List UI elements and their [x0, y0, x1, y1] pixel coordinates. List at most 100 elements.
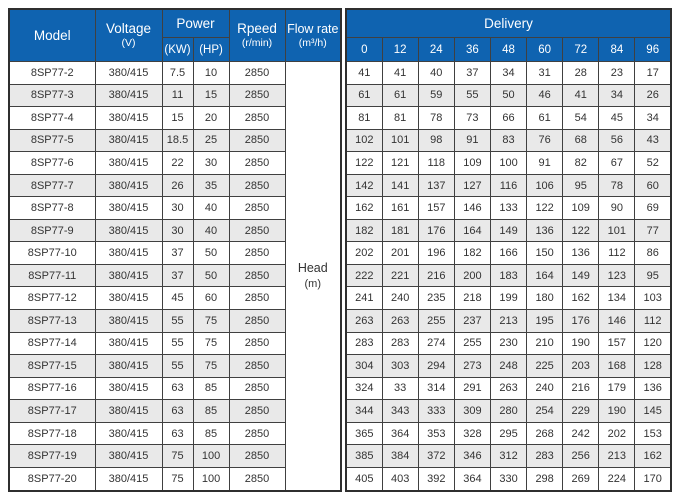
head-value-cell: 222: [345, 263, 383, 288]
head-value-cell: 56: [598, 128, 636, 153]
delivery-row: 81 81 78 73 66 61 54 45 34: [345, 106, 672, 130]
spec-table-header: Model Voltage (V) Power Rpeed (r/min) Fl…: [8, 8, 342, 62]
voltage-header-label: Voltage: [105, 20, 152, 36]
head-value-cell: 81: [345, 106, 383, 130]
power-hp-header: (HP): [192, 37, 230, 62]
power-hp-cell: 75: [192, 309, 230, 333]
speed-cell: 2850: [228, 128, 286, 153]
flow-col-header-72: 72: [562, 37, 600, 62]
model-cell: 8SP77-6: [8, 151, 96, 175]
delivery-row: 344 343 333 309 280 254 229 190 145: [345, 399, 672, 423]
head-value-cell: 202: [598, 421, 636, 446]
head-value-cell: 225: [526, 354, 564, 378]
delivery-row: 365 364 353 328 295 268 242 202 153: [345, 421, 672, 446]
voltage-cell: 380/415: [94, 241, 163, 265]
model-cell: 8SP77-13: [8, 309, 96, 333]
model-cell: 8SP77-20: [8, 466, 96, 492]
spec-row: 8SP77-15 380/415 55 75 2850: [8, 354, 341, 378]
head-value-cell: 146: [453, 196, 491, 220]
head-value-cell: 283: [381, 331, 419, 356]
head-value-cell: 161: [381, 196, 419, 220]
head-value-cell: 166: [489, 241, 528, 265]
voltage-cell: 380/415: [94, 354, 163, 378]
head-value-cell: 146: [598, 309, 636, 333]
power-hp-cell: 35: [192, 173, 230, 198]
head-value-cell: 41: [562, 83, 600, 108]
head-value-cell: 101: [381, 128, 419, 153]
head-value-cell: 95: [562, 173, 600, 198]
model-cell: 8SP77-2: [8, 61, 96, 85]
head-value-cell: 403: [381, 466, 419, 492]
head-value-cell: 55: [453, 83, 491, 108]
head-value-cell: 162: [634, 444, 672, 468]
power-kw-cell: 63: [161, 376, 194, 401]
head-value-cell: 202: [345, 241, 383, 265]
head-value-cell: 23: [598, 61, 636, 85]
model-cell: 8SP77-18: [8, 421, 96, 446]
head-value-cell: 67: [598, 151, 636, 175]
head-value-cell: 405: [345, 466, 383, 492]
head-value-cell: 122: [345, 151, 383, 175]
head-value-cell: 312: [489, 444, 528, 468]
voltage-cell: 380/415: [94, 151, 163, 175]
head-value-cell: 78: [598, 173, 636, 198]
power-kw-cell: 26: [161, 173, 194, 198]
head-value-cell: 303: [381, 354, 419, 378]
head-label: Head: [297, 260, 328, 275]
head-value-cell: 283: [345, 331, 383, 356]
head-value-cell: 333: [417, 399, 455, 423]
head-value-cell: 109: [562, 196, 600, 220]
delivery-row: 241 240 235 218 199 180 162 134 103: [345, 286, 672, 311]
spec-row: 8SP77-19 380/415 75 100 2850: [8, 444, 341, 468]
voltage-cell: 380/415: [94, 263, 163, 288]
power-kw-cell: 37: [161, 241, 194, 265]
power-hp-cell: 100: [192, 444, 230, 468]
power-kw-cell: 18.5: [161, 128, 194, 153]
speed-cell: 2850: [228, 196, 286, 220]
head-value-cell: 136: [634, 376, 672, 401]
flow-col-header-0: 0: [345, 37, 383, 62]
head-value-cell: 364: [381, 421, 419, 446]
power-kw-cell: 55: [161, 309, 194, 333]
head-value-cell: 149: [562, 263, 600, 288]
speed-cell: 2850: [228, 106, 286, 130]
voltage-cell: 380/415: [94, 399, 163, 423]
speed-cell: 2850: [228, 466, 286, 492]
voltage-cell: 380/415: [94, 466, 163, 492]
model-cell: 8SP77-11: [8, 263, 96, 288]
head-value-cell: 78: [417, 106, 455, 130]
head-value-cell: 68: [562, 128, 600, 153]
head-value-cell: 31: [526, 61, 564, 85]
head-value-cell: 298: [526, 466, 564, 492]
model-cell: 8SP77-4: [8, 106, 96, 130]
speed-cell: 2850: [228, 354, 286, 378]
spec-row: 8SP77-7 380/415 26 35 2850: [8, 173, 341, 198]
head-value-cell: 103: [634, 286, 672, 311]
model-cell: 8SP77-14: [8, 331, 96, 356]
spec-row: 8SP77-9 380/415 30 40 2850: [8, 218, 341, 243]
head-value-cell: 100: [489, 151, 528, 175]
head-value-cell: 254: [526, 399, 564, 423]
head-value-cell: 102: [345, 128, 383, 153]
delivery-row: 263 263 255 237 213 195 176 146 112: [345, 309, 672, 333]
head-value-cell: 255: [453, 331, 491, 356]
head-value-cell: 346: [453, 444, 491, 468]
delivery-header: Delivery: [345, 8, 672, 38]
speed-header-label: Rpeed: [237, 20, 277, 36]
spec-row: 8SP77-3 380/415 11 15 2850: [8, 83, 341, 108]
head-value-cell: 41: [381, 61, 419, 85]
head-value-cell: 353: [417, 421, 455, 446]
head-value-cell: 240: [526, 376, 564, 401]
head-value-cell: 118: [417, 151, 455, 175]
model-header-label: Model: [33, 27, 71, 43]
model-cell: 8SP77-10: [8, 241, 96, 265]
power-kw-cell: 75: [161, 444, 194, 468]
column-header-flow-rate: Flow rate (m³/h): [284, 8, 342, 62]
delivery-row: 162 161 157 146 133 122 109 90 69: [345, 196, 672, 220]
head-value-cell: 162: [562, 286, 600, 311]
power-kw-cell: 55: [161, 331, 194, 356]
head-value-cell: 120: [634, 331, 672, 356]
delivery-table: Delivery 0 12 24 36 48 60 72 84 96 41 41 4…: [345, 8, 673, 492]
head-value-cell: 274: [417, 331, 455, 356]
head-value-cell: 269: [562, 466, 600, 492]
